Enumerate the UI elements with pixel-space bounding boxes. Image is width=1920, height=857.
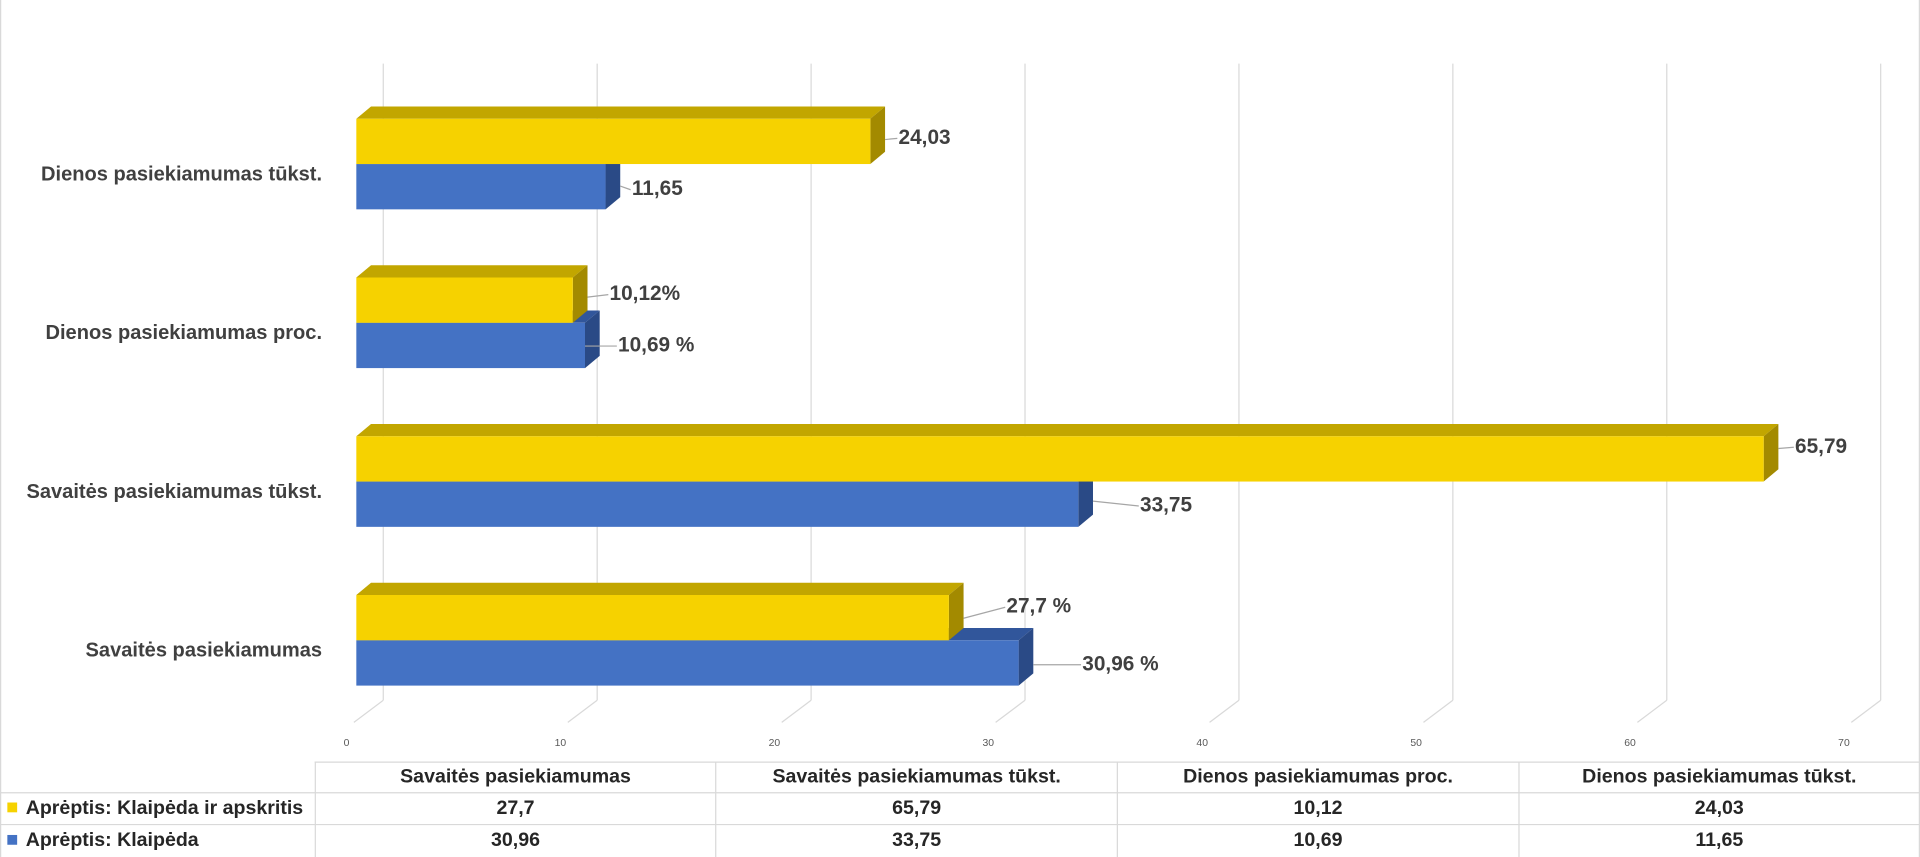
data-label-apreptis-klaipeda-ir-apskritis-savaites-pasiekiamumas: 27,7 %: [1006, 595, 1071, 618]
data-label-apreptis-klaipeda-savaites-pasiekiamumas: 30,96 %: [1082, 652, 1158, 675]
x-axis-tick-labels: 0 10 20 30 40 50 60 70: [344, 738, 1850, 749]
bar-front-face: [356, 595, 949, 641]
table-cell: 27,7: [496, 797, 534, 819]
x-tick-label: 40: [1196, 738, 1208, 749]
category-label-savaites-pasiekiamumas: Savaitės pasiekiamumas: [86, 640, 322, 662]
table-cell: 10,69: [1294, 829, 1343, 851]
table-header-savaites-pasiekiamumas-tukst: Savaitės pasiekiamumas tūkst.: [772, 766, 1060, 788]
legend-key-klaipeda: [7, 834, 18, 845]
x-tick-label: 50: [1410, 738, 1422, 749]
floor-gridline-50: [1423, 699, 1454, 723]
bar-side-face: [1763, 424, 1779, 482]
bar-apreptis-klaipeda-ir-apskritis-savaites-pasiekiamumas: [356, 582, 964, 641]
bar-apreptis-klaipeda-ir-apskritis-dienos-pasiekiamumas-tukst: [356, 106, 886, 165]
floor-gridline-30: [995, 699, 1026, 723]
data-label-apreptis-klaipeda-ir-apskritis-savaites-pasiekiamumas-tukst: 65,79: [1795, 435, 1847, 458]
x-tick-label: 70: [1838, 738, 1850, 749]
data-label-leader: [1092, 500, 1139, 507]
data-label-apreptis-klaipeda-savaites-pasiekiamumas-tukst: 33,75: [1140, 494, 1192, 517]
floor-gridline-70: [1850, 699, 1882, 723]
data-label-apreptis-klaipeda-ir-apskritis-dienos-pasiekiamumas-tukst: 24,03: [899, 126, 951, 149]
table-header-savaites-pasiekiamumas: Savaitės pasiekiamumas: [400, 766, 631, 788]
data-label-leader: [587, 294, 609, 298]
floor-gridline-0: [353, 699, 384, 723]
table-header-dienos-pasiekiamumas-proc: Dienos pasiekiamumas proc.: [1183, 766, 1453, 788]
category-label-savaites-pasiekiamumas-tukst: Savaitės pasiekiamumas tūkst.: [26, 481, 322, 503]
table-header-dienos-pasiekiamumas-tukst: Dienos pasiekiamumas tūkst.: [1582, 766, 1856, 788]
bars: [356, 106, 1779, 686]
floor-gridline-20: [781, 699, 812, 723]
bar-front-face: [356, 640, 1019, 686]
bar-top-face: [356, 582, 964, 596]
bar-apreptis-klaipeda-ir-apskritis-dienos-pasiekiamumas-proc: [356, 265, 588, 323]
table-cell: 24,03: [1695, 797, 1744, 819]
bar-front-face: [356, 118, 871, 165]
category-label-dienos-pasiekiamumas-tukst: Dienos pasiekiamumas tūkst.: [41, 163, 322, 185]
data-labels: 30,96 % 27,7 % 33,75 65,79 10,69 % 10,12% 11,6…: [585, 126, 1847, 675]
data-label-apreptis-klaipeda-dienos-pasiekiamumas-proc: 10,69 %: [618, 334, 694, 357]
bar-side-face: [1018, 628, 1034, 686]
bar-top-face: [356, 106, 886, 119]
bar-front-face: [356, 436, 1764, 482]
bar-side-face: [585, 310, 600, 369]
bar-front-face: [356, 322, 586, 369]
table-row-label-klaipeda-ir-apskritis: Aprėptis: Klaipėda ir apskritis: [26, 797, 304, 819]
x-tick-label: 10: [555, 738, 567, 749]
data-label-leader: [885, 137, 898, 141]
table-cell: 10,12: [1294, 797, 1343, 819]
x-tick-label: 20: [769, 738, 781, 749]
data-label-leader: [620, 185, 631, 191]
table-cell: 30,96: [491, 829, 540, 851]
bar-side-face: [605, 151, 621, 210]
floor-gridline-10: [567, 699, 598, 723]
bar-front-face: [356, 481, 1079, 527]
bar-front-face: [356, 164, 606, 210]
category-axis-labels: Savaitės pasiekiamumas Savaitės pasiekiam…: [26, 163, 322, 661]
data-table: Savaitės pasiekiamumas Savaitės pasiekia…: [0, 761, 1920, 857]
table-cell: 65,79: [892, 797, 941, 819]
x-tick-label: 60: [1624, 738, 1636, 749]
bar-side-face: [1078, 469, 1093, 527]
legend-key-klaipeda-ir-apskritis: [7, 802, 18, 813]
data-label-apreptis-klaipeda-ir-apskritis-dienos-pasiekiamumas-proc: 10,12%: [610, 282, 681, 305]
data-label-apreptis-klaipeda-dienos-pasiekiamumas-tukst: 11,65: [632, 177, 683, 200]
floor-gridline-40: [1209, 699, 1240, 723]
bar-apreptis-klaipeda-dienos-pasiekiamumas-tukst: [356, 151, 621, 210]
x-tick-label: 0: [344, 738, 350, 749]
table-row-label-klaipeda: Aprėptis: Klaipėda: [26, 829, 200, 851]
table-cell: 33,75: [892, 829, 941, 851]
bar-top-face: [356, 424, 1779, 437]
data-label-leader: [963, 606, 1006, 619]
floor-gridline-60: [1637, 699, 1668, 723]
table-cell: 11,65: [1695, 829, 1743, 851]
bar-front-face: [356, 277, 573, 323]
category-label-dienos-pasiekiamumas-proc: Dienos pasiekiamumas proc.: [45, 322, 322, 344]
bar-side-face: [948, 582, 964, 641]
bar-side-face: [870, 106, 886, 165]
bar-apreptis-klaipeda-ir-apskritis-savaites-pasiekiamumas-tukst: [356, 424, 1779, 482]
bar-top-face: [356, 265, 588, 278]
data-label-leader: [1778, 446, 1794, 450]
x-tick-label: 30: [983, 738, 995, 749]
bar-side-face: [572, 265, 588, 323]
